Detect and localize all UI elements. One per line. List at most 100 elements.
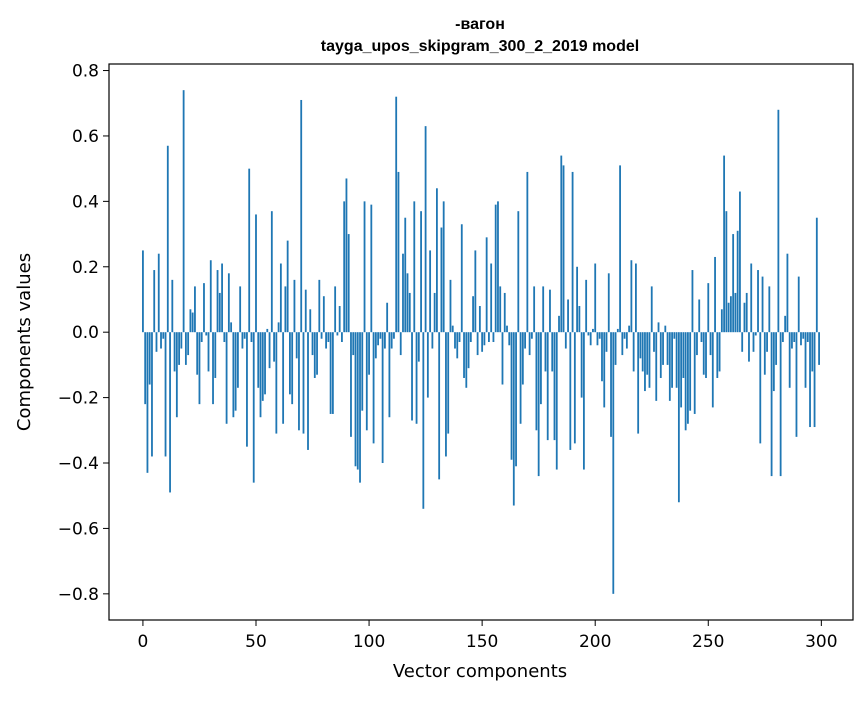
bar-46 <box>246 332 248 447</box>
bar-240 <box>684 332 687 431</box>
bar-201 <box>596 332 599 346</box>
bar-9 <box>162 332 165 339</box>
bar-217 <box>632 332 635 372</box>
bar-296 <box>811 332 814 372</box>
bar-267 <box>745 292 748 333</box>
bar-17 <box>180 332 183 349</box>
bar-61 <box>279 263 282 333</box>
bar-100 <box>368 332 370 375</box>
y-axis: −0.8 −0.6 −0.4 −0.2 0.0 0.2 0.4 0.6 0.8 <box>58 62 109 605</box>
bar-20 <box>187 332 190 356</box>
bar-143 <box>465 332 468 388</box>
bar-45 <box>243 332 246 339</box>
bar-157 <box>497 201 499 333</box>
bar-164 <box>512 332 515 506</box>
plot-frame <box>108 63 854 621</box>
bar-51 <box>257 332 260 388</box>
bar-88 <box>341 332 343 342</box>
bar-174 <box>535 332 538 431</box>
bar-210 <box>616 328 619 333</box>
bar-253 <box>714 256 716 333</box>
bar-156 <box>494 204 497 333</box>
bar-0 <box>142 250 144 333</box>
bar-298 <box>815 217 818 333</box>
y-tick-label: 0.4 <box>72 192 99 212</box>
bar-84 <box>331 332 334 414</box>
bar-220 <box>639 332 642 359</box>
bar-274 <box>761 276 764 333</box>
bar-226 <box>653 332 655 352</box>
bar-238 <box>680 332 683 408</box>
bar-294 <box>806 332 809 342</box>
bar-190 <box>571 171 574 333</box>
bar-271 <box>754 332 757 336</box>
bar-239 <box>682 332 685 378</box>
bar-165 <box>515 332 517 467</box>
bar-197 <box>587 332 590 336</box>
bar-103 <box>374 332 377 359</box>
bar-4 <box>151 332 153 457</box>
bar-66 <box>291 332 294 405</box>
bar-94 <box>354 332 357 467</box>
bar-230 <box>662 332 664 365</box>
bar-209 <box>614 332 617 365</box>
bar-222 <box>644 332 646 392</box>
bar-114 <box>399 332 402 356</box>
bar-195 <box>582 332 585 470</box>
bar-299 <box>818 332 820 365</box>
chart-subtitle: tayga_upos_skipgram_300_2_2019 model <box>321 38 639 55</box>
bar-54 <box>264 332 266 395</box>
bar-73 <box>307 332 309 450</box>
bar-252 <box>711 332 714 408</box>
bar-242 <box>689 332 692 411</box>
bar-75 <box>311 332 314 356</box>
x-tick-label: 150 <box>466 632 498 652</box>
bar-89 <box>343 201 346 333</box>
bar-48 <box>250 332 253 342</box>
bar-34 <box>218 292 221 333</box>
bar-74 <box>309 309 312 333</box>
bar-160 <box>503 292 506 333</box>
bar-247 <box>700 332 703 342</box>
bar-227 <box>655 332 658 401</box>
bar-36 <box>223 332 226 342</box>
bar-26 <box>200 332 203 342</box>
bar-292 <box>802 332 805 339</box>
bar-108 <box>386 302 389 333</box>
bar-183 <box>555 332 558 470</box>
bar-116 <box>404 217 407 333</box>
bar-28 <box>205 332 208 336</box>
bar-81 <box>325 332 327 349</box>
bar-107 <box>383 332 386 349</box>
bar-277 <box>768 286 771 333</box>
bar-184 <box>558 315 560 333</box>
bar-106 <box>381 332 384 464</box>
bar-138 <box>454 332 456 349</box>
bar-121 <box>415 332 418 424</box>
bar-200 <box>594 263 597 333</box>
bar-11 <box>166 145 169 333</box>
bar-71 <box>302 332 305 434</box>
bar-112 <box>395 96 398 333</box>
bar-119 <box>411 332 413 421</box>
bar-225 <box>650 286 653 333</box>
bar-181 <box>551 332 554 372</box>
bar-90 <box>345 178 348 333</box>
bar-278 <box>770 332 773 477</box>
bar-270 <box>752 332 755 352</box>
bar-256 <box>720 309 723 333</box>
bar-15 <box>175 332 178 418</box>
bar-262 <box>734 292 737 333</box>
bar-175 <box>537 332 540 477</box>
y-tick-label: 0.6 <box>72 127 99 147</box>
bar-254 <box>716 332 719 378</box>
bar-2 <box>146 332 149 473</box>
bar-291 <box>800 332 802 346</box>
bar-287 <box>791 332 793 349</box>
bar-150 <box>481 332 484 352</box>
bar-285 <box>786 253 789 333</box>
bar-208 <box>612 332 615 594</box>
bar-18 <box>182 90 185 333</box>
bar-275 <box>763 332 766 375</box>
